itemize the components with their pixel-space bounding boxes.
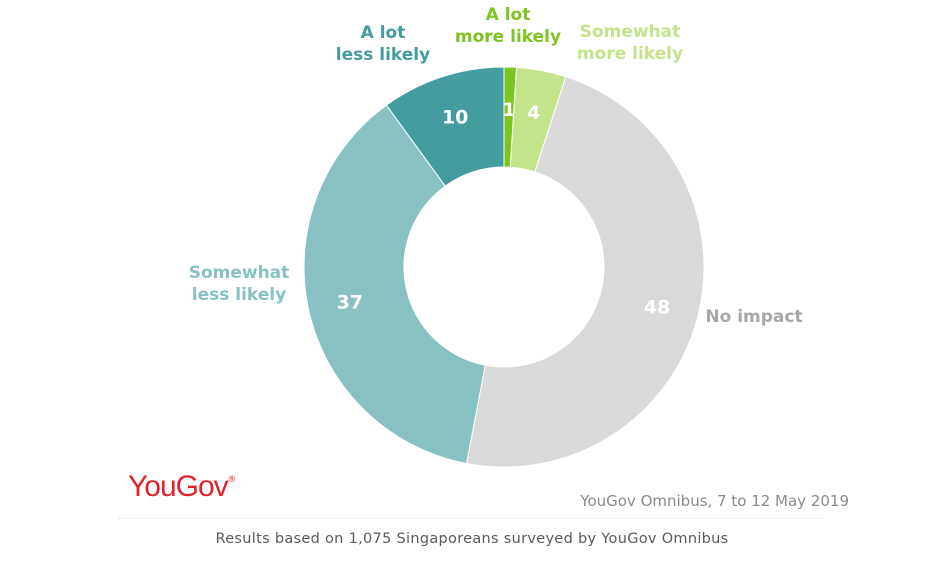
value-label: 4 bbox=[527, 102, 540, 124]
category-label: A lot less likely bbox=[336, 23, 430, 65]
slice-a-lot-less-likely bbox=[385, 66, 505, 187]
yougov-logo: YouGov® bbox=[128, 470, 236, 504]
chart-category-labels: A lot more likely Somewhat more likely No im… bbox=[189, 5, 803, 327]
caption: Results based on 1,075 Singaporeans surv… bbox=[215, 531, 729, 547]
category-label: Somewhat less likely bbox=[189, 263, 290, 305]
slice-somewhat-less-likely bbox=[303, 104, 486, 465]
category-label: A lot more likely bbox=[455, 5, 561, 47]
value-label: 37 bbox=[337, 291, 363, 313]
logo-text: YouGov bbox=[128, 470, 229, 503]
registered-mark: ® bbox=[228, 474, 236, 484]
value-label: 10 bbox=[442, 107, 468, 129]
chart-slices bbox=[303, 66, 705, 468]
value-label: 1 bbox=[502, 99, 515, 121]
divider bbox=[118, 518, 826, 519]
source-note: YouGov Omnibus, 7 to 12 May 2019 bbox=[580, 492, 849, 510]
category-label: Somewhat more likely bbox=[577, 22, 683, 64]
category-label: No impact bbox=[705, 307, 802, 327]
chart-value-labels: 1 4 48 37 10 bbox=[337, 99, 671, 318]
slice-no-impact bbox=[465, 76, 705, 468]
donut-chart: 1 4 48 37 10 A lot more likely Somewhat more li… bbox=[189, 5, 803, 468]
value-label: 48 bbox=[644, 296, 670, 318]
